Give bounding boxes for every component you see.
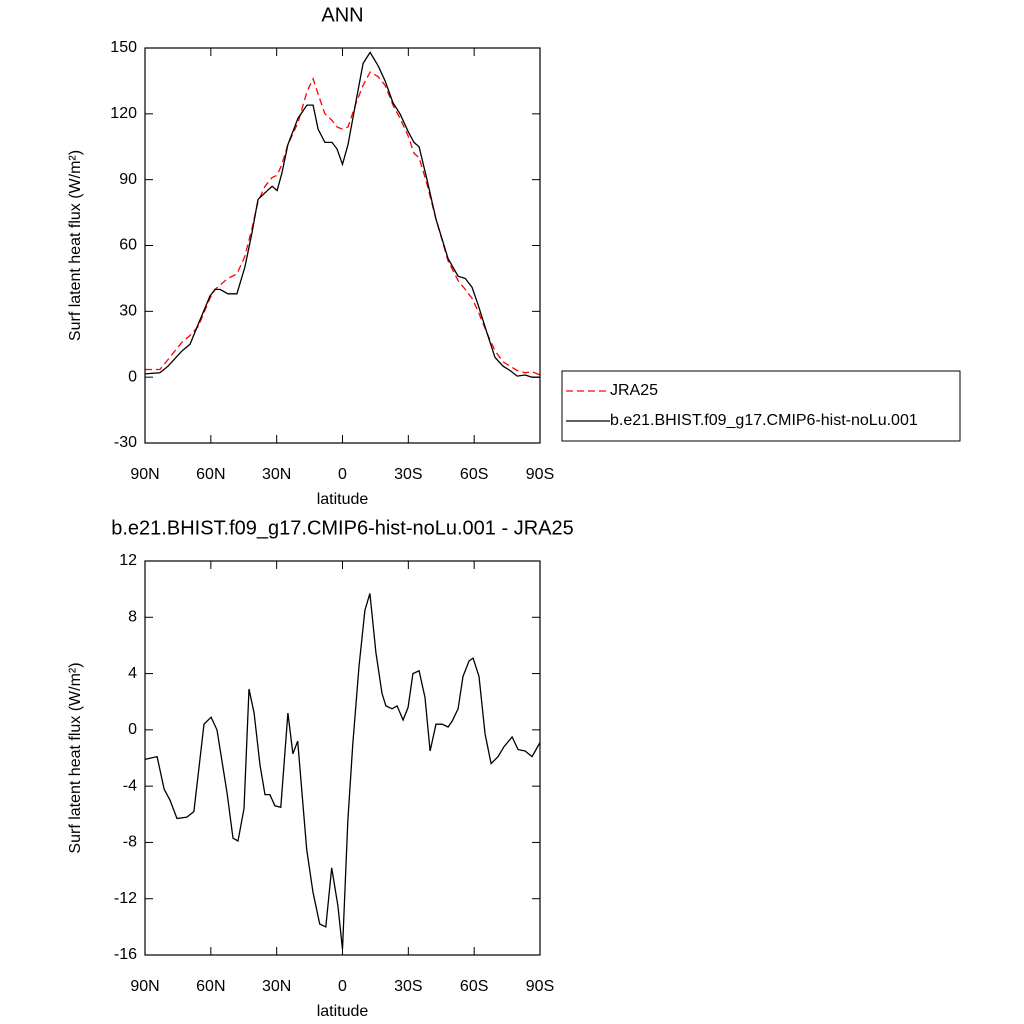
y-tick-label: -30 bbox=[114, 434, 137, 451]
x-tick-label: 30S bbox=[394, 978, 422, 995]
legend-label: b.e21.BHIST.f09_g17.CMIP6-hist-noLu.001 bbox=[610, 412, 918, 429]
series-line bbox=[145, 71, 541, 376]
x-tick-label: 90S bbox=[526, 978, 554, 995]
x-tick-label: 90S bbox=[526, 466, 554, 483]
x-tick-label: 60N bbox=[196, 466, 225, 483]
y-axis-label: Surf latent heat flux (W/m²) bbox=[67, 662, 84, 853]
plot-frame bbox=[144, 560, 541, 956]
chart-title: ANN bbox=[321, 4, 363, 26]
x-tick-label: 60N bbox=[196, 978, 225, 995]
series-line bbox=[144, 593, 541, 950]
x-tick-label: 30N bbox=[262, 466, 291, 483]
y-tick-label: -16 bbox=[114, 946, 137, 963]
y-tick-label: -4 bbox=[123, 777, 137, 794]
y-tick-label: 12 bbox=[119, 552, 137, 569]
x-tick-label: 60S bbox=[460, 978, 488, 995]
x-tick-label: 0 bbox=[338, 978, 347, 995]
x-tick-label: 30S bbox=[394, 466, 422, 483]
y-tick-label: 90 bbox=[119, 171, 137, 188]
y-tick-label: 8 bbox=[128, 609, 137, 626]
y-axis-label: Surf latent heat flux (W/m²) bbox=[67, 150, 84, 341]
x-tick-label: 0 bbox=[338, 466, 347, 483]
y-tick-label: 0 bbox=[128, 368, 137, 385]
legend-label: JRA25 bbox=[610, 382, 658, 399]
x-tick-label: 30N bbox=[262, 978, 291, 995]
y-tick-label: -8 bbox=[123, 834, 137, 851]
plot-frame bbox=[144, 47, 541, 444]
x-tick-label: 60S bbox=[460, 466, 488, 483]
chart-title: b.e21.BHIST.f09_g17.CMIP6-hist-noLu.001 … bbox=[111, 517, 573, 539]
x-tick-label: 90N bbox=[130, 978, 159, 995]
y-tick-label: 4 bbox=[128, 665, 137, 682]
series-line bbox=[144, 51, 540, 378]
x-axis-label: latitude bbox=[317, 1003, 369, 1020]
y-tick-label: 120 bbox=[110, 105, 137, 122]
y-tick-label: -12 bbox=[114, 890, 137, 907]
y-tick-label: 30 bbox=[119, 303, 137, 320]
y-tick-label: 150 bbox=[110, 39, 137, 56]
legend-box bbox=[561, 370, 961, 442]
y-tick-label: 60 bbox=[119, 237, 137, 254]
y-tick-label: 0 bbox=[128, 721, 137, 738]
x-axis-label: latitude bbox=[317, 491, 369, 508]
x-tick-label: 90N bbox=[130, 466, 159, 483]
